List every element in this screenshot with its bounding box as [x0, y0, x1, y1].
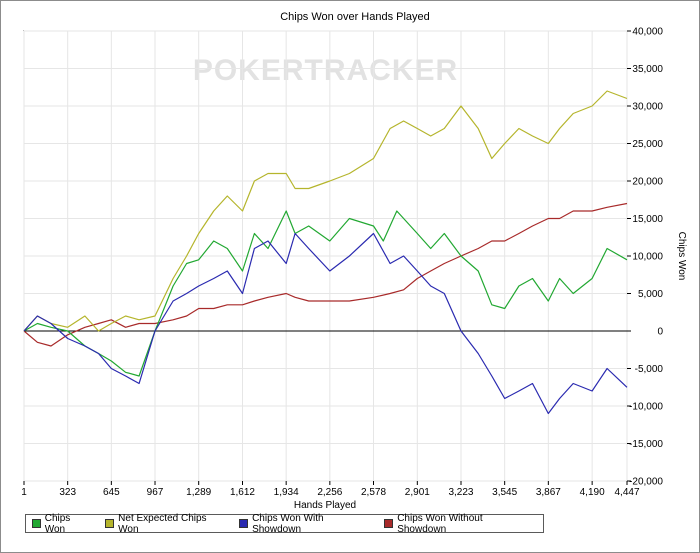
legend-swatch	[239, 519, 249, 528]
y-tick-label: 15,000	[632, 214, 663, 225]
y-tick-label: 40,000	[632, 27, 663, 38]
series-line-chips-won	[23, 210, 628, 377]
y-tick-label: 5,000	[638, 289, 663, 300]
y-tick-label: 0	[657, 327, 663, 338]
x-tick-label: 323	[59, 487, 76, 498]
legend-item: Chips Won	[32, 513, 91, 535]
series-line-chips-won-without-showdown	[23, 202, 628, 347]
legend-label: Chips Won Without Showdown	[397, 512, 483, 535]
legend-label: Chips Won	[44, 512, 71, 535]
y-tick-label: 30,000	[632, 102, 663, 113]
legend-swatch	[32, 519, 41, 528]
x-tick-label: 2,256	[317, 487, 342, 498]
y-tick-label: -5,000	[635, 364, 664, 375]
y-tick-label: 10,000	[632, 252, 663, 263]
x-axis-title: Hands Played	[294, 500, 356, 511]
x-tick-label: 3,545	[492, 487, 517, 498]
y-tick-label: 20,000	[632, 177, 663, 188]
series-line-net-expected-chips-won	[23, 90, 628, 332]
x-tick-label: 1,934	[274, 487, 299, 498]
legend: Chips Won Net Expected Chips Won Chips Won…	[25, 513, 544, 535]
legend-swatch	[384, 519, 394, 528]
x-tick-label: 3,223	[448, 487, 473, 498]
x-tick-label: 967	[147, 487, 164, 498]
series-line-chips-won-with-showdown	[23, 232, 628, 415]
x-tick-label: 1,289	[186, 487, 211, 498]
y-tick-label: 25,000	[632, 139, 663, 150]
x-tick-label: 1	[21, 487, 27, 498]
legend-item: Chips Won With Showdown	[239, 513, 370, 535]
y-tick-label: -15,000	[629, 439, 663, 450]
x-tick-label: 3,867	[536, 487, 561, 498]
x-tick-label: 645	[103, 487, 120, 498]
legend-item: Net Expected Chips Won	[105, 513, 225, 535]
legend-swatch	[105, 519, 115, 528]
chart-title: Chips Won over Hands Played	[280, 11, 430, 23]
x-tick-label: 4,190	[580, 487, 605, 498]
x-tick-label: 1,612	[230, 487, 255, 498]
legend-label: Chips Won With Showdown	[252, 512, 324, 535]
y-tick-label: -10,000	[629, 402, 663, 413]
x-tick-label: 4,447	[614, 487, 639, 498]
y-tick-label: -20,000	[629, 477, 663, 488]
y-axis-title: Chips Won	[676, 232, 687, 281]
x-tick-label: 2,578	[361, 487, 386, 498]
y-tick-label: 35,000	[632, 64, 663, 75]
legend-item: Chips Won Without Showdown	[384, 513, 529, 535]
legend-label: Net Expected Chips Won	[118, 512, 207, 535]
watermark-logo: POKERTRACKER	[193, 54, 458, 87]
x-tick-label: 2,901	[405, 487, 430, 498]
